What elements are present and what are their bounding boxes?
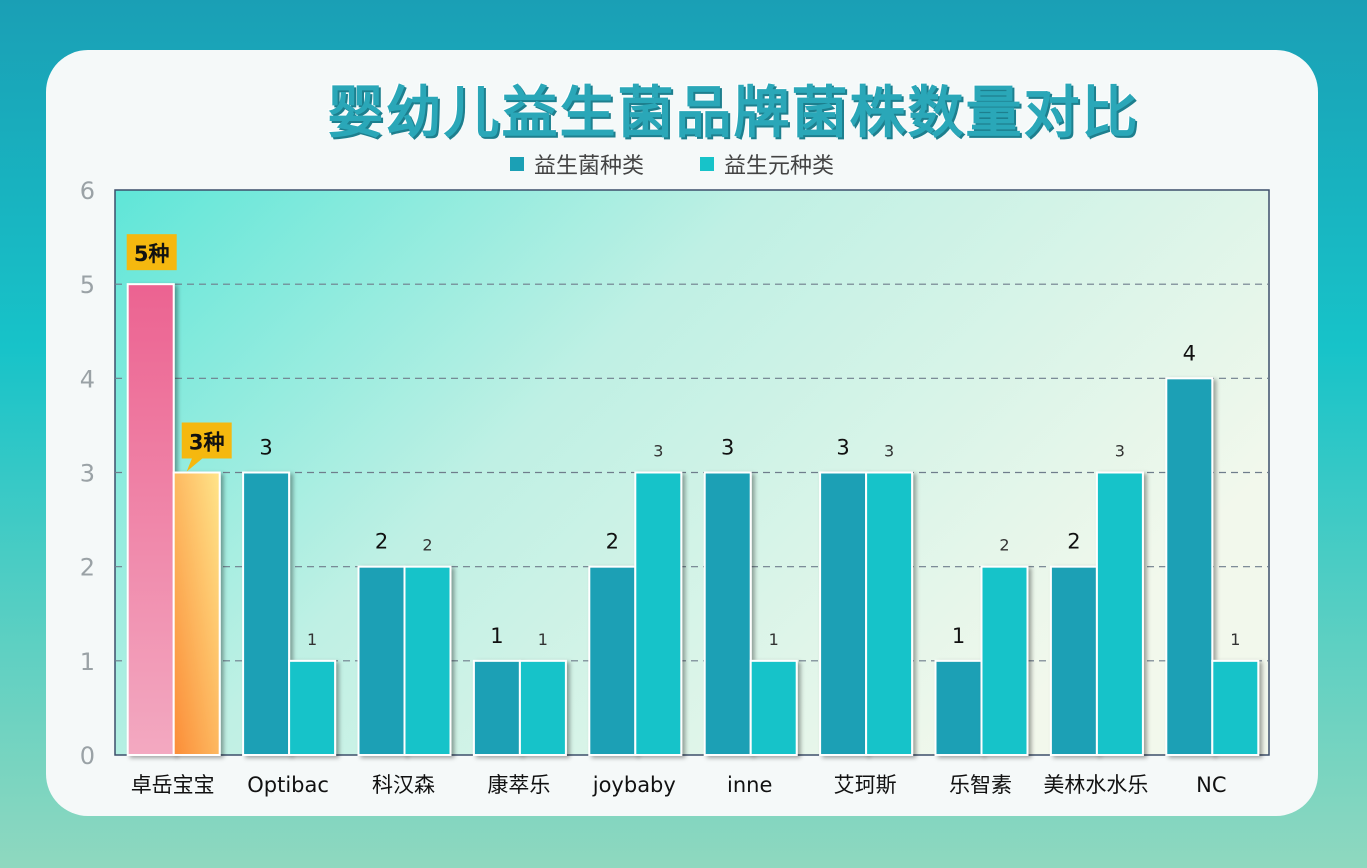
data-label-series2: 1	[1230, 630, 1240, 649]
bar-series2	[749, 659, 798, 756]
bar-series1	[1049, 565, 1098, 757]
x-tick-label: 艾珂斯	[834, 773, 897, 797]
bar-series2	[980, 565, 1029, 757]
data-label-series1: 3	[259, 436, 272, 460]
data-label-series1: 2	[606, 530, 619, 554]
x-tick-label: NC	[1196, 773, 1226, 797]
bar-series2	[865, 471, 914, 756]
callout-label-series1: 5种	[134, 242, 170, 266]
data-label-series2: 1	[538, 630, 548, 649]
bar-series1	[703, 471, 752, 756]
data-label-series2: 2	[422, 536, 432, 555]
data-label-series1: 3	[721, 436, 734, 460]
data-label-series1: 1	[490, 624, 503, 648]
x-tick-label: 美林水水乐	[1043, 773, 1148, 797]
legend-swatch-series2	[700, 157, 715, 171]
y-tick-label: 2	[80, 554, 95, 582]
y-tick-label: 6	[80, 177, 95, 205]
x-tick-label: 康萃乐	[487, 773, 550, 797]
legend-label-series2: 益生元种类	[724, 154, 835, 179]
x-tick-label: Optibac	[247, 773, 329, 797]
y-tick-label: 1	[80, 648, 95, 676]
data-label-series1: 4	[1183, 341, 1196, 365]
bar-series2	[403, 565, 452, 757]
bar-series1	[819, 471, 868, 756]
x-tick-label: joybaby	[592, 773, 676, 797]
data-label-series2: 2	[999, 536, 1009, 555]
data-label-series2: 1	[307, 630, 317, 649]
bar-series1	[934, 659, 983, 756]
chart-title: 婴幼儿益生菌品牌菌株数量对比	[327, 81, 1140, 146]
y-tick-label: 0	[80, 742, 95, 770]
callout-box-series2	[181, 422, 232, 459]
bar-series1	[242, 471, 291, 756]
bar-series1	[472, 659, 521, 756]
y-tick-label: 5	[80, 271, 95, 299]
bar-series2	[1095, 471, 1144, 756]
bar-series2	[172, 471, 221, 756]
data-label-series2: 3	[1115, 442, 1125, 461]
y-tick-label: 4	[80, 365, 95, 393]
bar-series2	[518, 659, 567, 756]
x-tick-label: 乐智素	[949, 773, 1012, 797]
legend-item-series2: 益生元种类	[700, 148, 834, 180]
data-label-series1: 2	[1067, 530, 1080, 554]
bar-series1	[588, 565, 637, 757]
bar-series1	[126, 283, 175, 756]
bar-series2	[634, 471, 683, 756]
data-label-series1: 1	[952, 624, 965, 648]
legend-label-series1: 益生菌种类	[534, 154, 645, 179]
bar-series1	[1165, 377, 1214, 756]
bar-series2	[288, 659, 337, 756]
x-tick-label: inne	[727, 773, 772, 797]
chart-legend: 益生菌种类 益生元种类	[510, 148, 834, 180]
data-label-series1: 2	[375, 530, 388, 554]
legend-item-series1: 益生菌种类	[510, 148, 644, 180]
data-label-series2: 1	[769, 630, 779, 649]
x-tick-label: 科汉森	[372, 773, 435, 797]
bar-series2	[1211, 659, 1260, 756]
callout-box-series1	[126, 234, 177, 271]
bar-series1	[357, 565, 406, 757]
legend-swatch-series1	[510, 157, 524, 171]
y-tick-label: 3	[80, 460, 95, 488]
data-label-series2: 3	[653, 442, 663, 461]
callout-pointer-series2	[186, 456, 205, 472]
data-label-series1: 3	[836, 436, 849, 460]
callout-label-series2: 3种	[189, 431, 225, 455]
data-label-series2: 3	[884, 442, 894, 461]
x-tick-label: 卓岳宝宝	[131, 773, 215, 797]
